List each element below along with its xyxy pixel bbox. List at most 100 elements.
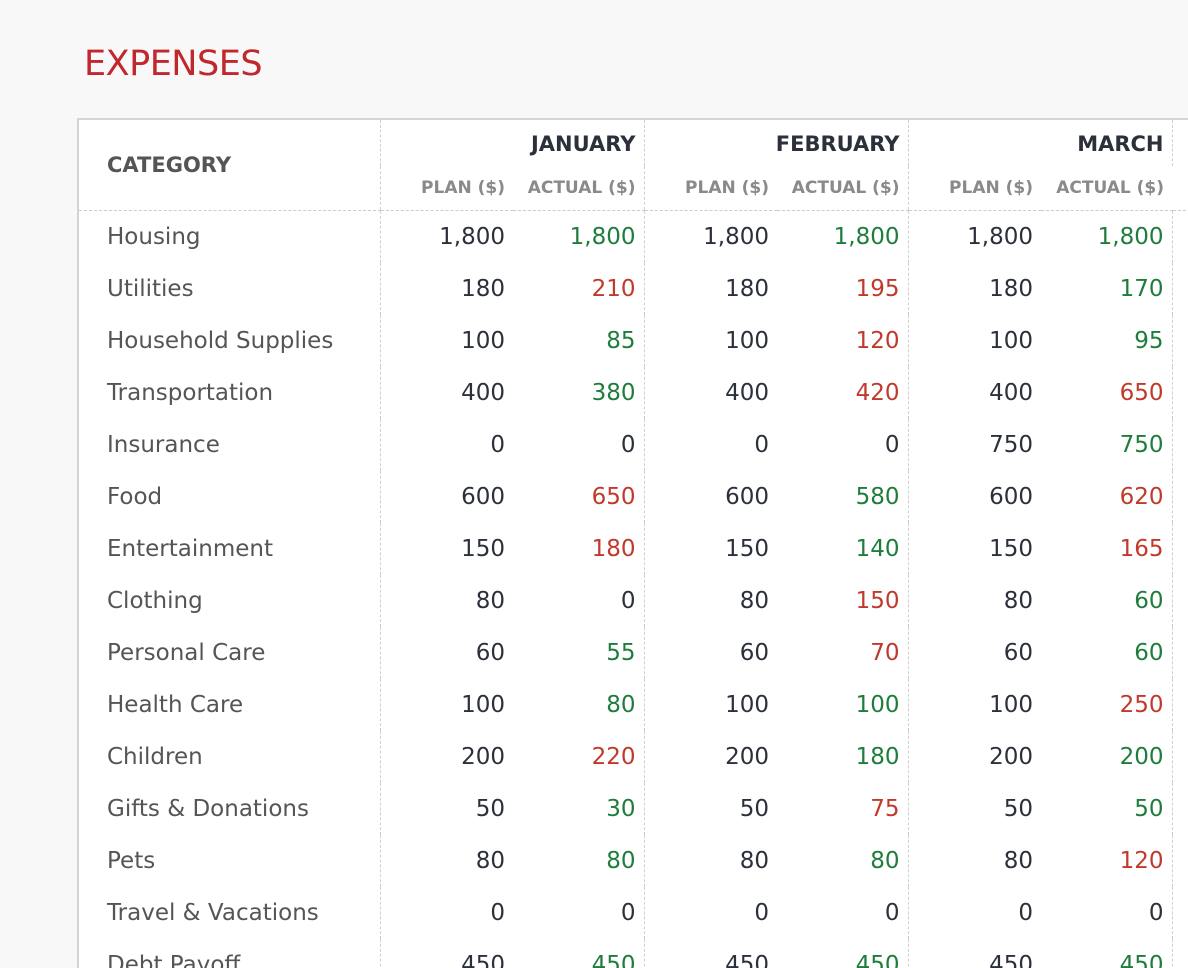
extra-cell (1171, 471, 1188, 523)
plan-cell: 100 (643, 679, 777, 731)
actual-cell: 0 (1148, 900, 1164, 926)
actual-cell: 620 (1119, 484, 1164, 510)
category-cell: Children (107, 744, 203, 770)
actual-header: ACTUAL ($) (513, 166, 644, 211)
category-cell: Health Care (107, 692, 244, 718)
plan-cell: 60 (907, 627, 1042, 679)
actual-cell: 450 (1119, 952, 1164, 968)
extra-cell (1171, 419, 1188, 471)
actual-cell: 0 (884, 432, 900, 458)
plan-header: PLAN ($) (907, 166, 1042, 211)
plan-cell: 450 (643, 939, 777, 968)
plan-cell: 400 (907, 367, 1042, 419)
category-cell: Utilities (107, 276, 194, 302)
plan-cell: 180 (643, 263, 777, 315)
category-cell: Clothing (107, 588, 203, 614)
actual-cell: 60 (1134, 640, 1164, 666)
plan-cell: 50 (907, 783, 1042, 835)
extra-cell (1171, 575, 1188, 627)
plan-cell: 600 (379, 471, 513, 523)
month-header: JANUARY (379, 119, 644, 166)
category-header: CATEGORY (78, 119, 380, 211)
actual-cell: 80 (606, 692, 636, 718)
actual-cell: 50 (1134, 796, 1164, 822)
plan-cell: 0 (379, 887, 513, 939)
category-cell: Transportation (107, 380, 274, 406)
category-cell: Pets (107, 848, 156, 874)
month-header: MARCH (907, 119, 1173, 166)
extra-cell (1171, 315, 1188, 367)
extra-cell (1171, 887, 1188, 939)
extra-cell (1171, 679, 1188, 731)
actual-cell: 380 (591, 380, 636, 406)
actual-cell: 60 (1134, 588, 1164, 614)
expense-row: Personal Care 60 55 60 70 60 60 (78, 627, 1188, 679)
plan-cell: 60 (379, 627, 513, 679)
actual-cell: 140 (855, 536, 900, 562)
plan-cell: 200 (643, 731, 777, 783)
actual-cell: 0 (884, 900, 900, 926)
actual-cell: 210 (591, 276, 636, 302)
actual-cell: 100 (855, 692, 900, 718)
extra-cell (1171, 731, 1188, 783)
plan-cell: 150 (379, 523, 513, 575)
plan-header: PLAN ($) (643, 166, 777, 211)
plan-cell: 50 (643, 783, 777, 835)
actual-cell: 85 (606, 328, 636, 354)
extra-cell (1171, 939, 1188, 968)
plan-cell: 200 (907, 731, 1042, 783)
expense-row: Entertainment 150 180 150 140 150 165 (78, 523, 1188, 575)
plan-cell: 150 (907, 523, 1042, 575)
plan-cell: 200 (379, 731, 513, 783)
plan-cell: 400 (379, 367, 513, 419)
expense-row: Gifts & Donations 50 30 50 75 50 50 (78, 783, 1188, 835)
actual-cell: 55 (606, 640, 636, 666)
table-body: Housing 1,800 1,800 1,800 1,800 1,800 1,800 Uti… (78, 210, 1188, 968)
plan-cell: 80 (643, 835, 777, 887)
expense-row: Transportation 400 380 400 420 400 650 (78, 367, 1188, 419)
actual-cell: 120 (1119, 848, 1164, 874)
plan-cell: 0 (643, 419, 777, 471)
actual-cell: 80 (606, 848, 636, 874)
expense-row: Travel & Vacations 0 0 0 0 0 0 (78, 887, 1188, 939)
plan-cell: 60 (643, 627, 777, 679)
plan-cell: 100 (379, 679, 513, 731)
month-header: FEBRUARY (643, 119, 909, 166)
plan-cell: 0 (907, 887, 1042, 939)
category-cell: Travel & Vacations (107, 900, 319, 926)
expense-row: Clothing 80 0 80 150 80 60 (78, 575, 1188, 627)
actual-cell: 165 (1119, 536, 1164, 562)
actual-header: ACTUAL ($) (1041, 166, 1173, 211)
category-cell: Insurance (107, 432, 220, 458)
expense-row: Pets 80 80 80 80 80 120 (78, 835, 1188, 887)
expense-row: Health Care 100 80 100 100 100 250 (78, 679, 1188, 731)
actual-cell: 150 (855, 588, 900, 614)
table-container: CATEGORY JANUARY FEBRUARY MARCH PLAN ($) ACT… (77, 118, 1188, 968)
expense-row: Insurance 0 0 0 0 750 750 (78, 419, 1188, 471)
actual-cell: 650 (591, 484, 636, 510)
plan-cell: 0 (379, 419, 513, 471)
actual-cell: 75 (870, 796, 900, 822)
expense-row: Food 600 650 600 580 600 620 (78, 471, 1188, 523)
expenses-table: CATEGORY JANUARY FEBRUARY MARCH PLAN ($) ACT… (77, 118, 1188, 968)
actual-cell: 750 (1119, 432, 1164, 458)
plan-cell: 180 (379, 263, 513, 315)
category-cell: Gifts & Donations (107, 796, 309, 822)
actual-cell: 1,800 (569, 224, 636, 250)
plan-cell: 0 (643, 887, 777, 939)
plan-cell: 150 (643, 523, 777, 575)
extra-cell (1171, 627, 1188, 679)
category-cell: Housing (107, 224, 201, 250)
actual-cell: 650 (1119, 380, 1164, 406)
plan-cell: 750 (907, 419, 1042, 471)
extra-cell (1171, 367, 1188, 419)
actual-cell: 120 (855, 328, 900, 354)
expense-row: Housing 1,800 1,800 1,800 1,800 1,800 1,800 (78, 210, 1188, 263)
table-header: CATEGORY JANUARY FEBRUARY MARCH PLAN ($) ACT… (78, 119, 1188, 211)
extra-cell (1171, 210, 1188, 263)
plan-cell: 600 (907, 471, 1042, 523)
expense-row: Household Supplies 100 85 100 120 100 95 (78, 315, 1188, 367)
actual-cell: 450 (855, 952, 900, 968)
extra-cell (1171, 835, 1188, 887)
